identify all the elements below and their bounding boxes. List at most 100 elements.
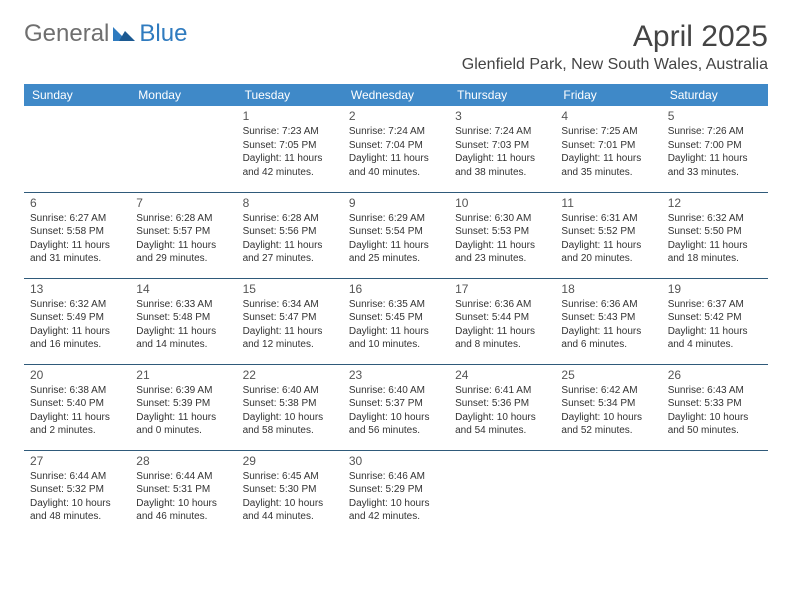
sunrise-text: Sunrise: 6:36 AM (561, 298, 655, 312)
sunset-text: Sunset: 5:38 PM (243, 397, 337, 411)
sunset-text: Sunset: 5:48 PM (136, 311, 230, 325)
sunset-text: Sunset: 5:57 PM (136, 225, 230, 239)
calendar-cell (24, 106, 130, 192)
sunset-text: Sunset: 5:29 PM (349, 483, 443, 497)
calendar-cell: 7Sunrise: 6:28 AMSunset: 5:57 PMDaylight… (130, 192, 236, 278)
sunrise-text: Sunrise: 6:42 AM (561, 384, 655, 398)
sunset-text: Sunset: 5:36 PM (455, 397, 549, 411)
calendar-cell: 27Sunrise: 6:44 AMSunset: 5:32 PMDayligh… (24, 450, 130, 536)
sunrise-text: Sunrise: 6:28 AM (136, 212, 230, 226)
sunrise-text: Sunrise: 6:33 AM (136, 298, 230, 312)
sunset-text: Sunset: 7:00 PM (668, 139, 762, 153)
day-number: 24 (455, 367, 549, 383)
sunrise-text: Sunrise: 6:32 AM (668, 212, 762, 226)
day-number: 19 (668, 281, 762, 297)
sunset-text: Sunset: 5:50 PM (668, 225, 762, 239)
day-number: 18 (561, 281, 655, 297)
calendar-cell: 10Sunrise: 6:30 AMSunset: 5:53 PMDayligh… (449, 192, 555, 278)
daylight-text: Daylight: 11 hours and 40 minutes. (349, 152, 443, 179)
calendar-cell: 28Sunrise: 6:44 AMSunset: 5:31 PMDayligh… (130, 450, 236, 536)
sunrise-text: Sunrise: 6:29 AM (349, 212, 443, 226)
calendar-row: 6Sunrise: 6:27 AMSunset: 5:58 PMDaylight… (24, 192, 768, 278)
calendar-cell: 15Sunrise: 6:34 AMSunset: 5:47 PMDayligh… (237, 278, 343, 364)
month-title: April 2025 (462, 20, 768, 54)
sunset-text: Sunset: 5:40 PM (30, 397, 124, 411)
sunrise-text: Sunrise: 6:40 AM (243, 384, 337, 398)
calendar-cell: 5Sunrise: 7:26 AMSunset: 7:00 PMDaylight… (662, 106, 768, 192)
calendar-head: Sunday Monday Tuesday Wednesday Thursday… (24, 84, 768, 106)
sunrise-text: Sunrise: 6:41 AM (455, 384, 549, 398)
daylight-text: Daylight: 11 hours and 6 minutes. (561, 325, 655, 352)
sunset-text: Sunset: 5:33 PM (668, 397, 762, 411)
daylight-text: Daylight: 10 hours and 54 minutes. (455, 411, 549, 438)
calendar-cell (662, 450, 768, 536)
calendar-cell: 22Sunrise: 6:40 AMSunset: 5:38 PMDayligh… (237, 364, 343, 450)
day-number: 11 (561, 195, 655, 211)
sunset-text: Sunset: 5:34 PM (561, 397, 655, 411)
daylight-text: Daylight: 11 hours and 0 minutes. (136, 411, 230, 438)
sunrise-text: Sunrise: 6:44 AM (136, 470, 230, 484)
sunset-text: Sunset: 5:47 PM (243, 311, 337, 325)
day-number: 3 (455, 108, 549, 124)
sunset-text: Sunset: 7:01 PM (561, 139, 655, 153)
day-number: 9 (349, 195, 443, 211)
sunrise-text: Sunrise: 6:38 AM (30, 384, 124, 398)
sunset-text: Sunset: 5:52 PM (561, 225, 655, 239)
day-number: 22 (243, 367, 337, 383)
sunrise-text: Sunrise: 7:24 AM (349, 125, 443, 139)
brand-logo: General Blue (24, 20, 187, 48)
calendar-cell (555, 450, 661, 536)
daylight-text: Daylight: 11 hours and 23 minutes. (455, 239, 549, 266)
calendar-row: 27Sunrise: 6:44 AMSunset: 5:32 PMDayligh… (24, 450, 768, 536)
sunrise-text: Sunrise: 6:36 AM (455, 298, 549, 312)
daylight-text: Daylight: 11 hours and 27 minutes. (243, 239, 337, 266)
sunrise-text: Sunrise: 6:34 AM (243, 298, 337, 312)
calendar-cell: 13Sunrise: 6:32 AMSunset: 5:49 PMDayligh… (24, 278, 130, 364)
title-block: April 2025 Glenfield Park, New South Wal… (462, 20, 768, 74)
day-number: 27 (30, 453, 124, 469)
calendar-cell (449, 450, 555, 536)
day-number: 4 (561, 108, 655, 124)
calendar-cell: 6Sunrise: 6:27 AMSunset: 5:58 PMDaylight… (24, 192, 130, 278)
calendar-cell: 4Sunrise: 7:25 AMSunset: 7:01 PMDaylight… (555, 106, 661, 192)
calendar-cell: 21Sunrise: 6:39 AMSunset: 5:39 PMDayligh… (130, 364, 236, 450)
sunrise-text: Sunrise: 7:23 AM (243, 125, 337, 139)
day-number: 23 (349, 367, 443, 383)
daylight-text: Daylight: 11 hours and 42 minutes. (243, 152, 337, 179)
day-number: 28 (136, 453, 230, 469)
calendar-cell: 2Sunrise: 7:24 AMSunset: 7:04 PMDaylight… (343, 106, 449, 192)
calendar-cell: 17Sunrise: 6:36 AMSunset: 5:44 PMDayligh… (449, 278, 555, 364)
sunset-text: Sunset: 5:39 PM (136, 397, 230, 411)
brand-part2: Blue (139, 20, 187, 48)
sunset-text: Sunset: 5:32 PM (30, 483, 124, 497)
day-number: 26 (668, 367, 762, 383)
sunrise-text: Sunrise: 6:35 AM (349, 298, 443, 312)
daylight-text: Daylight: 11 hours and 38 minutes. (455, 152, 549, 179)
daylight-text: Daylight: 10 hours and 58 minutes. (243, 411, 337, 438)
sunset-text: Sunset: 5:45 PM (349, 311, 443, 325)
calendar-cell: 9Sunrise: 6:29 AMSunset: 5:54 PMDaylight… (343, 192, 449, 278)
daylight-text: Daylight: 11 hours and 31 minutes. (30, 239, 124, 266)
daylight-text: Daylight: 10 hours and 48 minutes. (30, 497, 124, 524)
calendar-cell: 12Sunrise: 6:32 AMSunset: 5:50 PMDayligh… (662, 192, 768, 278)
dow-header: Sunday (24, 84, 130, 106)
sunset-text: Sunset: 7:03 PM (455, 139, 549, 153)
sunset-text: Sunset: 5:56 PM (243, 225, 337, 239)
sunrise-text: Sunrise: 6:43 AM (668, 384, 762, 398)
sunrise-text: Sunrise: 7:26 AM (668, 125, 762, 139)
calendar-row: 13Sunrise: 6:32 AMSunset: 5:49 PMDayligh… (24, 278, 768, 364)
brand-triangle-icon (113, 20, 135, 48)
day-number: 21 (136, 367, 230, 383)
sunset-text: Sunset: 5:58 PM (30, 225, 124, 239)
day-number: 29 (243, 453, 337, 469)
calendar-cell (130, 106, 236, 192)
calendar-row: 1Sunrise: 7:23 AMSunset: 7:05 PMDaylight… (24, 106, 768, 192)
daylight-text: Daylight: 11 hours and 35 minutes. (561, 152, 655, 179)
daylight-text: Daylight: 10 hours and 44 minutes. (243, 497, 337, 524)
sunrise-text: Sunrise: 6:31 AM (561, 212, 655, 226)
calendar-row: 20Sunrise: 6:38 AMSunset: 5:40 PMDayligh… (24, 364, 768, 450)
sunrise-text: Sunrise: 6:37 AM (668, 298, 762, 312)
sunset-text: Sunset: 7:05 PM (243, 139, 337, 153)
sunrise-text: Sunrise: 6:28 AM (243, 212, 337, 226)
daylight-text: Daylight: 11 hours and 14 minutes. (136, 325, 230, 352)
